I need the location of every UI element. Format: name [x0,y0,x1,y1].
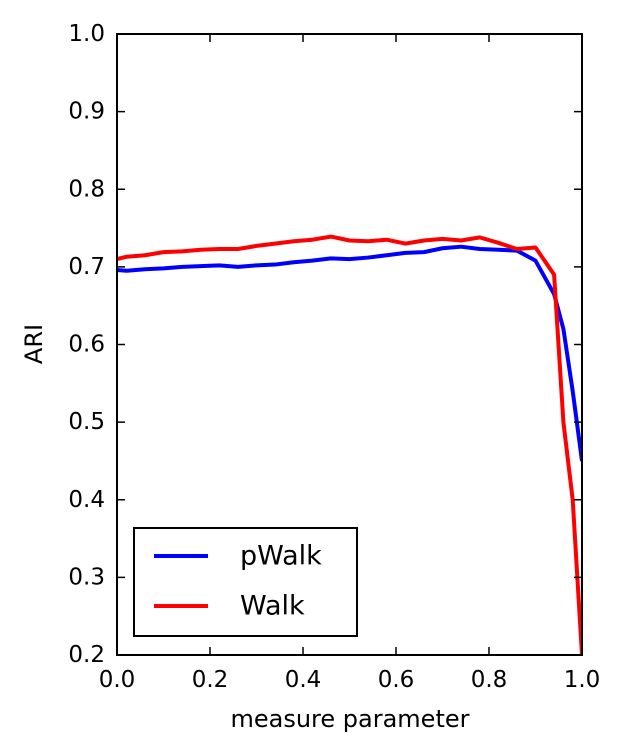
series-line-walk [117,234,582,655]
legend: pWalk Walk [133,527,358,637]
legend-label-pwalk: pWalk [240,541,322,572]
x-tick-label: 0.8 [471,667,508,693]
y-tick-labels: 0.2 0.3 0.4 0.5 0.6 0.7 0.8 0.9 1.0 [68,21,105,668]
x-tick-label: 0.2 [192,667,229,693]
x-tick-labels: 0.0 0.2 0.4 0.6 0.8 1.0 [99,667,601,693]
x-tick-label: 0.6 [378,667,415,693]
axis-ticks [116,33,583,656]
x-tick-label: 0.0 [99,667,136,693]
plot-frame [116,33,583,656]
y-tick-label: 0.4 [68,487,105,513]
y-tick-label: 0.9 [68,99,105,125]
legend-box [133,527,358,637]
y-axis-label: ARI [20,324,48,364]
x-tick-label: 0.4 [285,667,322,693]
x-axis-label: measure parameter [230,705,469,733]
y-tick-label: 0.3 [68,564,105,590]
y-tick-label: 0.6 [68,332,105,358]
y-tick-label: 0.5 [68,409,105,435]
legend-label-walk: Walk [240,591,305,622]
y-tick-label: 0.2 [68,642,105,668]
y-tick-label: 0.8 [68,176,105,202]
y-tick-label: 0.7 [68,254,105,280]
y-tick-label: 1.0 [68,21,105,47]
series-line-pwalk [117,244,582,462]
x-tick-label: 1.0 [564,667,601,693]
series-lines [117,234,582,655]
